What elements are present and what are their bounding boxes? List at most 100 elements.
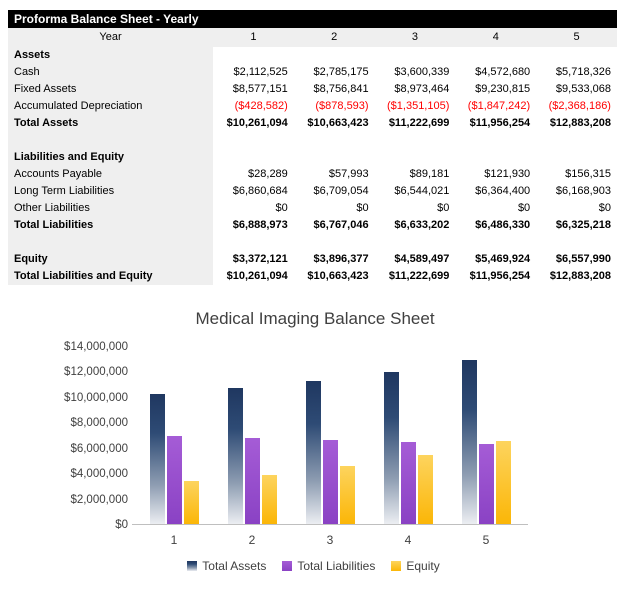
cell-value[interactable]: $6,633,202 [394, 219, 450, 231]
table-row: Other Liabilities $0 $0 $0 $0 $0 [8, 200, 617, 217]
cell-value[interactable]: $10,663,423 [307, 117, 369, 129]
year-column-header[interactable]: 2 [331, 31, 338, 43]
cell-value[interactable]: $11,956,254 [469, 117, 531, 129]
year-column-header[interactable]: 5 [573, 31, 580, 43]
cell-value[interactable] [455, 47, 536, 64]
cell-value[interactable]: ($1,351,105) [387, 100, 450, 112]
cell-value[interactable]: $57,993 [328, 168, 369, 180]
row-label[interactable] [8, 132, 213, 149]
cell-value[interactable] [213, 47, 294, 64]
cell-value[interactable] [294, 47, 375, 64]
table-title-bar: Proforma Balance Sheet - Yearly [8, 10, 617, 28]
cell-value[interactable]: $2,112,525 [233, 66, 288, 78]
row-label[interactable] [8, 234, 213, 251]
plot-area [132, 347, 528, 525]
cell-value[interactable]: $0 [598, 202, 611, 214]
cell-value[interactable]: $6,557,990 [555, 253, 611, 265]
cell-value[interactable] [536, 47, 617, 64]
cell-value[interactable] [536, 149, 617, 166]
cell-value[interactable]: ($2,368,186) [548, 100, 611, 112]
cell-value[interactable]: $5,469,924 [475, 253, 531, 265]
cell-value[interactable]: $3,600,339 [394, 66, 450, 78]
row-label[interactable]: Total Liabilities [8, 217, 213, 234]
cell-value[interactable]: $9,230,815 [475, 83, 531, 95]
cell-value[interactable]: $8,577,151 [232, 83, 288, 95]
cell-value[interactable]: $11,956,254 [469, 270, 531, 282]
cell-value[interactable]: $11,222,699 [388, 117, 450, 129]
cell-value[interactable]: $10,663,423 [307, 270, 369, 282]
x-axis-line [132, 524, 528, 525]
cell-value[interactable]: $6,325,218 [555, 219, 611, 231]
cell-value[interactable]: $8,756,841 [313, 83, 369, 95]
cell-value[interactable]: $28,289 [248, 168, 288, 180]
cell-value[interactable]: $2,785,175 [313, 66, 369, 78]
x-axis-label: 5 [482, 533, 490, 547]
cell-value[interactable]: $10,261,094 [226, 117, 288, 129]
cell-value[interactable] [375, 47, 456, 64]
cell-value[interactable] [536, 234, 617, 251]
cell-value[interactable]: $6,767,046 [313, 219, 369, 231]
row-label[interactable]: Total Liabilities and Equity [8, 268, 213, 285]
cell-value[interactable]: ($1,847,242) [467, 100, 531, 112]
cell-value[interactable] [375, 234, 456, 251]
cell-value[interactable]: $6,888,973 [232, 219, 288, 231]
cell-value[interactable] [294, 149, 375, 166]
cell-value[interactable]: ($428,582) [234, 100, 288, 112]
row-label[interactable]: Total Assets [8, 115, 213, 132]
cell-value[interactable] [375, 149, 456, 166]
cell-value[interactable]: $6,544,021 [394, 185, 450, 197]
cell-value[interactable]: $5,718,326 [555, 66, 611, 78]
cell-value[interactable]: $0 [517, 202, 531, 214]
row-label[interactable]: Equity [8, 251, 213, 268]
row-label[interactable]: Fixed Assets [8, 81, 213, 98]
cell-value[interactable]: $6,486,330 [475, 219, 531, 231]
cell-value[interactable] [375, 132, 456, 149]
year-column-header[interactable]: 1 [250, 31, 257, 43]
cell-value[interactable]: $0 [275, 202, 288, 214]
cell-value[interactable]: $12,883,208 [549, 270, 611, 282]
cell-value[interactable]: $0 [356, 202, 369, 214]
cell-value[interactable] [455, 234, 536, 251]
cell-value[interactable]: $6,364,400 [475, 185, 531, 197]
cell-value[interactable] [455, 149, 536, 166]
row-label[interactable]: Assets [8, 47, 213, 64]
cell-value[interactable]: $6,860,684 [232, 185, 288, 197]
cell-value[interactable]: $6,709,054 [313, 185, 369, 197]
row-label[interactable]: Accounts Payable [8, 166, 213, 183]
cell-value[interactable]: $121,930 [484, 168, 531, 180]
row-label[interactable]: Long Term Liabilities [8, 183, 213, 200]
cell-value[interactable]: $4,589,497 [394, 253, 450, 265]
cell-value[interactable] [213, 234, 294, 251]
cell-value[interactable]: ($878,593) [315, 100, 369, 112]
cell-value[interactable]: $8,973,464 [394, 83, 450, 95]
cell-value[interactable]: $9,533,068 [555, 83, 611, 95]
bar-total-liabilities-year-3 [323, 439, 338, 524]
cell-value[interactable] [294, 234, 375, 251]
bar-total-assets-year-3 [306, 381, 321, 524]
cell-value[interactable]: $12,883,208 [549, 117, 611, 129]
cell-value[interactable]: $3,896,377 [313, 253, 369, 265]
cell-value[interactable] [455, 132, 536, 149]
cell-value[interactable]: $89,181 [409, 168, 450, 180]
row-label[interactable]: Liabilities and Equity [8, 149, 213, 166]
x-axis-label: 4 [404, 533, 412, 547]
cell-value[interactable]: $4,572,680 [475, 66, 531, 78]
y-axis-tick-label: $2,000,000 [70, 493, 128, 506]
row-label[interactable]: Accumulated Depreciation [8, 98, 213, 115]
cell-value[interactable]: $156,315 [565, 168, 611, 180]
cell-value[interactable]: $0 [437, 202, 450, 214]
row-label[interactable]: Cash [8, 64, 213, 81]
cell-value[interactable]: $3,372,121 [232, 253, 288, 265]
cell-value[interactable]: $6,168,903 [555, 185, 611, 197]
x-axis-labels: 1 2 3 4 5 [135, 533, 525, 549]
y-axis-tick-label: $10,000,000 [64, 391, 128, 404]
cell-value[interactable]: $11,222,699 [388, 270, 450, 282]
cell-value[interactable] [213, 149, 294, 166]
cell-value[interactable]: $10,261,094 [226, 270, 288, 282]
year-column-header[interactable]: 3 [411, 31, 419, 43]
cell-value[interactable] [213, 132, 294, 149]
year-column-header[interactable]: 4 [492, 31, 499, 43]
cell-value[interactable] [536, 132, 617, 149]
row-label[interactable]: Other Liabilities [8, 200, 213, 217]
cell-value[interactable] [294, 132, 375, 149]
